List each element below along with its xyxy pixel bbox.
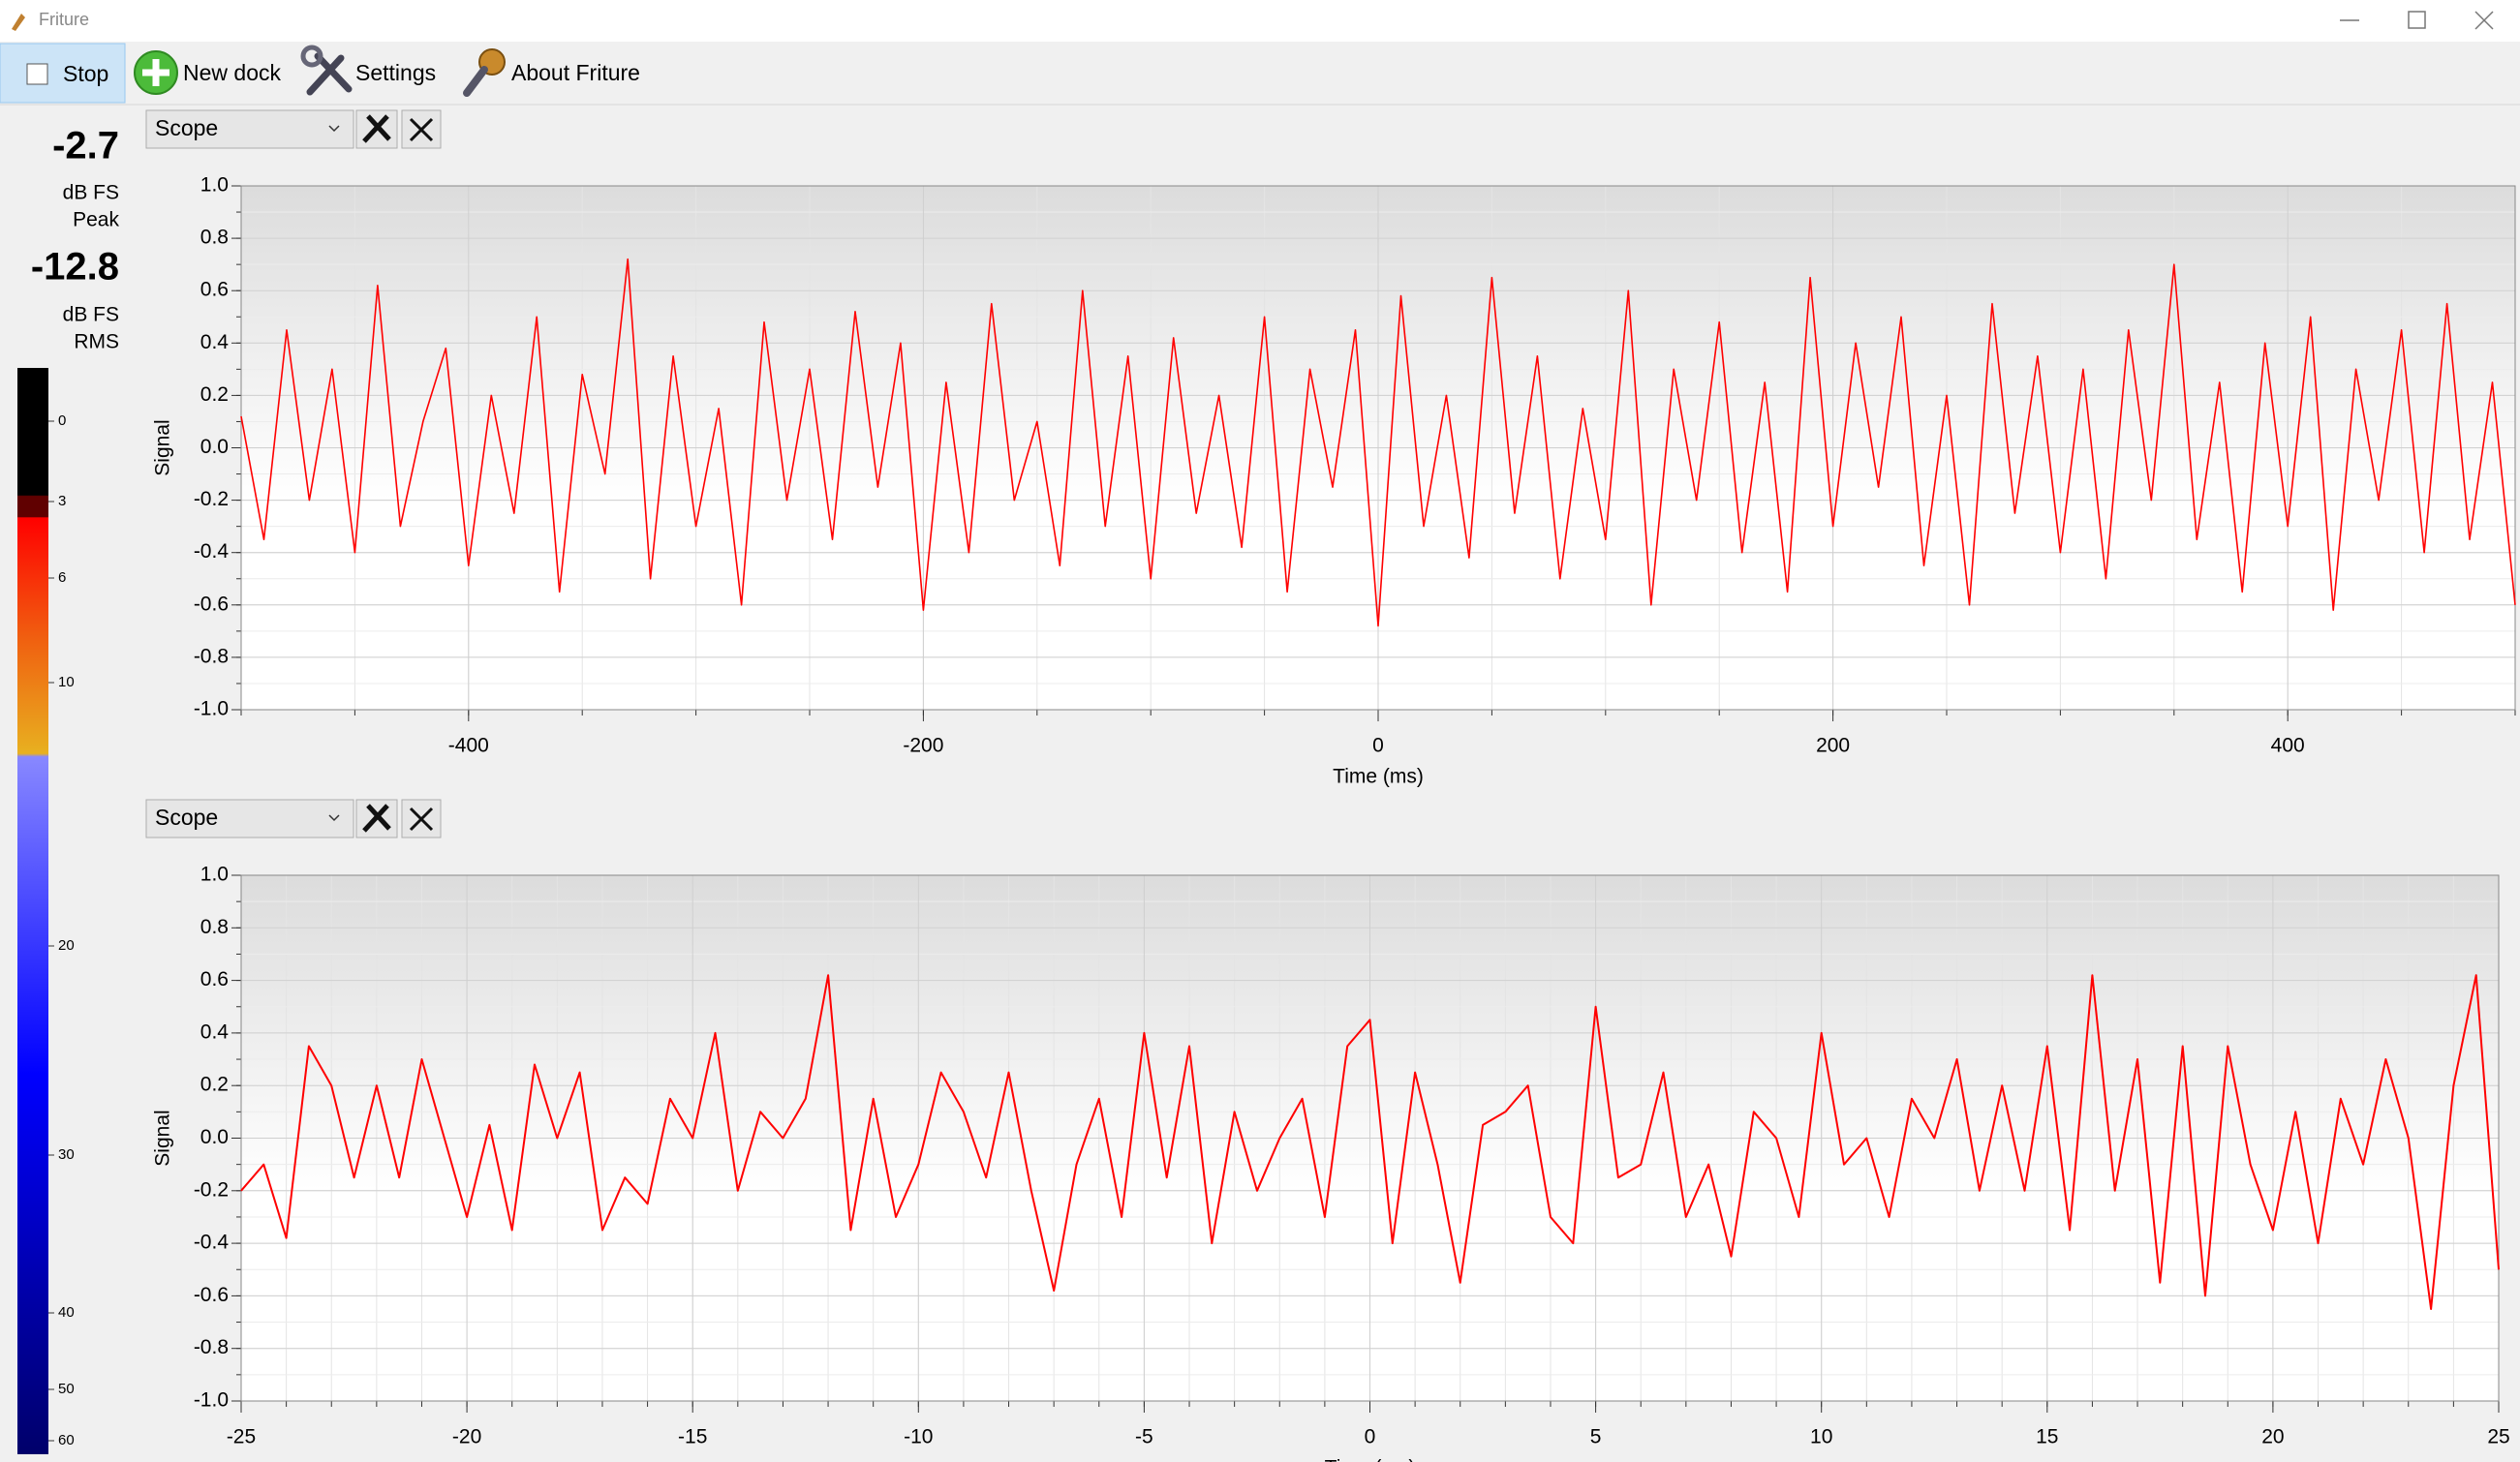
signal-line: [240, 258, 2516, 627]
stop-highlight: [0, 43, 126, 104]
peak-value: -2.7: [52, 125, 119, 168]
stop-checkbox[interactable]: [26, 63, 48, 85]
meter-tick-label: 60: [58, 1432, 75, 1448]
wrench-head: [300, 45, 323, 68]
peak-label: Peak: [73, 209, 119, 231]
plot-frame: [240, 185, 2516, 711]
tools-icon: [362, 804, 391, 833]
y-axis-label: Signal: [152, 1110, 174, 1166]
close-icon: [409, 117, 434, 142]
signal-line: [240, 974, 2500, 1310]
y-tick-label: -1.0: [194, 698, 229, 720]
x-axis-label: Time (ms): [1333, 766, 1424, 788]
x-tick-label: 0: [1372, 735, 1384, 757]
x-tick-label: -200: [903, 735, 943, 757]
x-tick-label: 5: [1590, 1426, 1602, 1448]
scope-chart: -1.0 -0.8 -0.6 -0.4 -0.2 0.0 0.2 0.4 0.6 0.8 1.0 -2…: [152, 864, 2510, 1462]
maximize-button[interactable]: [2408, 11, 2426, 29]
dock-close-button[interactable]: [401, 799, 442, 838]
widget-select-label: Scope: [155, 805, 218, 830]
y-tick-label: 0.4: [200, 331, 230, 353]
toolbar: [0, 42, 2520, 105]
y-tick-label: -0.6: [194, 1284, 229, 1306]
y-tick-label: 0.2: [200, 383, 229, 406]
level-meter: [17, 368, 48, 1454]
y-tick-label: 0.8: [200, 227, 229, 249]
y-tick-label: 1.0: [200, 864, 229, 886]
y-tick-label: 0.8: [200, 916, 229, 938]
dock-header: Scope: [145, 109, 442, 149]
y-tick-label: 0.0: [200, 1126, 229, 1148]
x-tick-label: -25: [227, 1426, 256, 1448]
y-tick-label: -0.8: [194, 1336, 229, 1358]
y-tick-label: 1.0: [200, 174, 229, 197]
new-dock-button[interactable]: New dock: [134, 50, 281, 95]
x-tick-label: 200: [1816, 735, 1850, 757]
settings-button[interactable]: Settings: [300, 45, 436, 96]
y-tick-label: 0.4: [200, 1020, 230, 1043]
x-tick-label: 15: [2036, 1426, 2058, 1448]
close-icon: [409, 807, 434, 832]
dropdown-arrow: [328, 125, 340, 133]
meter-tick-label: 10: [58, 674, 75, 690]
y-tick-label: -0.6: [194, 593, 229, 615]
y-tick-label: 0.6: [200, 279, 229, 301]
about-button[interactable]: About Friture: [463, 48, 640, 97]
widget-select[interactable]: [145, 799, 354, 838]
app-icon: [12, 14, 25, 31]
rms-value: -12.8: [31, 246, 119, 289]
x-tick-label: -15: [678, 1426, 707, 1448]
y-tick-label: 0.6: [200, 968, 229, 990]
x-tick-label: 0: [1365, 1426, 1376, 1448]
widget-select[interactable]: [145, 109, 354, 149]
window-title: Friture: [39, 10, 89, 29]
rms-unit: dB FS: [63, 304, 119, 326]
meter-tick-label: 3: [58, 493, 66, 509]
meter-tick-label: 50: [58, 1381, 75, 1397]
stop-button[interactable]: Stop: [0, 43, 126, 104]
y-tick-label: -0.2: [194, 1178, 229, 1201]
x-tick-label: -10: [904, 1426, 933, 1448]
y-tick-label: 0.2: [200, 1074, 229, 1096]
plot-frame: [240, 874, 2500, 1402]
x-tick-label: 20: [2261, 1426, 2284, 1448]
x-tick-label: 10: [1810, 1426, 1832, 1448]
x-axis-label: Time (ms): [1325, 1457, 1416, 1462]
meter-tick-label: 20: [58, 937, 75, 954]
x-tick-label: 25: [2487, 1426, 2509, 1448]
y-tick-label: -0.2: [194, 488, 229, 510]
y-tick-label: -1.0: [194, 1389, 229, 1412]
meter-tick-label: 0: [58, 412, 66, 429]
rms-label: RMS: [74, 331, 119, 353]
meter-tick-label: 40: [58, 1304, 75, 1321]
tools-icon: [362, 114, 391, 143]
key-shaft: [463, 66, 488, 97]
x-tick-label: -20: [452, 1426, 481, 1448]
y-tick-label: -0.4: [194, 1232, 230, 1254]
y-tick-label: -0.4: [194, 540, 230, 563]
y-tick-label: 0.0: [200, 436, 229, 458]
y-axis-label: Signal: [152, 419, 174, 475]
peak-unit: dB FS: [63, 182, 119, 204]
dock-header: Scope: [145, 799, 442, 838]
x-tick-label: 400: [2271, 735, 2305, 757]
title-bar: [0, 0, 2520, 42]
close-button[interactable]: [2474, 11, 2494, 30]
stop-label: Stop: [63, 61, 108, 86]
x-tick-label: -5: [1135, 1426, 1153, 1448]
plus-sign: [142, 59, 169, 86]
dropdown-arrow: [328, 814, 340, 822]
x-tick-label: -400: [448, 735, 489, 757]
scope-chart: -1.0 -0.8 -0.6 -0.4 -0.2 0.0 0.2 0.4 0.6 0.8 1.0 -4…: [152, 174, 2516, 788]
settings-icon: [306, 52, 353, 96]
meter-tick-label: 6: [58, 569, 66, 586]
new-dock-label: New dock: [183, 60, 281, 85]
widget-select-label: Scope: [155, 115, 218, 140]
meter-tick-label: 30: [58, 1146, 75, 1163]
y-tick-label: -0.8: [194, 645, 229, 667]
settings-label: Settings: [355, 60, 436, 85]
about-label: About Friture: [511, 60, 640, 85]
